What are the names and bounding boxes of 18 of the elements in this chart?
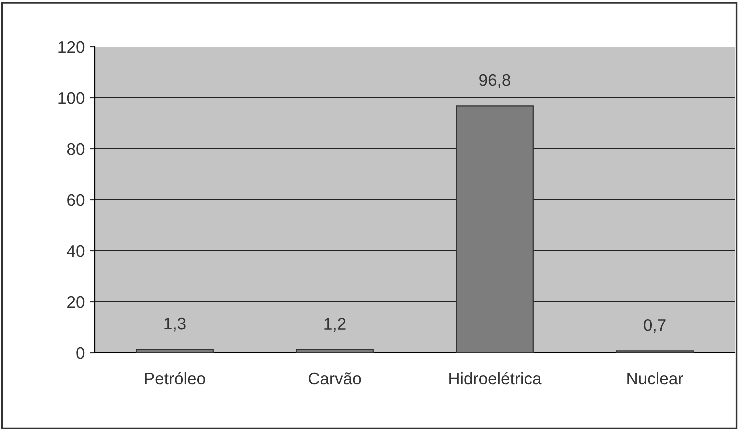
data-label: 0,7	[644, 319, 666, 334]
y-tick-label: 120	[58, 41, 85, 54]
x-tick-label: Hidroelétrica	[450, 372, 542, 385]
y-tick-label: 40	[67, 245, 85, 258]
x-tick-label: Carvão	[308, 372, 362, 385]
data-label: 1,2	[324, 318, 346, 332]
data-label: 96,8	[480, 74, 510, 88]
y-tick-label: 100	[58, 92, 85, 104]
bar	[296, 349, 374, 353]
x-tick-label: Petróleo	[145, 372, 206, 385]
y-tick-label: 0	[76, 347, 85, 360]
y-tick-label: 60	[68, 194, 85, 206]
x-tick-label: Nuclear	[628, 372, 684, 385]
data-label: 1,3	[164, 318, 186, 332]
y-tick-label: 80	[67, 143, 85, 156]
y-tick-label: 20	[68, 296, 85, 308]
bar	[136, 349, 214, 353]
bar	[456, 106, 534, 353]
